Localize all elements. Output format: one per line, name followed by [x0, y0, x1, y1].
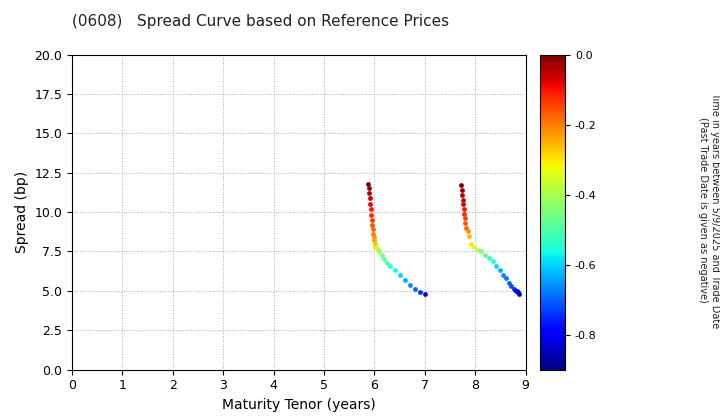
Point	[379, 256, 390, 263]
Point	[374, 248, 385, 255]
Point	[460, 224, 472, 231]
Point	[384, 262, 395, 269]
Point	[457, 201, 469, 207]
Point	[510, 287, 522, 294]
Point	[377, 251, 388, 258]
Point	[459, 210, 470, 217]
Point	[500, 275, 512, 281]
Point	[369, 243, 381, 250]
Point	[495, 267, 506, 274]
Point	[455, 182, 467, 189]
Point	[484, 255, 495, 261]
X-axis label: Maturity Tenor (years): Maturity Tenor (years)	[222, 398, 376, 412]
Point	[394, 272, 405, 278]
Point	[459, 220, 471, 226]
Point	[368, 231, 379, 238]
Point	[456, 196, 468, 203]
Point	[399, 276, 410, 283]
Point	[367, 226, 379, 233]
Point	[465, 240, 477, 247]
Point	[364, 194, 376, 201]
Point	[510, 287, 521, 294]
Point	[389, 267, 400, 274]
Point	[366, 221, 378, 228]
Point	[505, 283, 517, 289]
Point	[382, 259, 393, 266]
Point	[373, 247, 384, 253]
Point	[508, 286, 519, 293]
Point	[414, 289, 426, 296]
Point	[513, 291, 524, 297]
Point	[456, 186, 467, 193]
Point	[490, 262, 502, 269]
Point	[472, 247, 484, 253]
Point	[456, 192, 468, 198]
Text: (0608)   Spread Curve based on Reference Prices: (0608) Spread Curve based on Reference P…	[72, 14, 449, 29]
Point	[504, 280, 516, 286]
Point	[363, 185, 374, 192]
Point	[370, 243, 382, 250]
Point	[364, 190, 375, 197]
Point	[372, 245, 383, 252]
Point	[368, 234, 379, 241]
Point	[409, 286, 420, 293]
Point	[498, 272, 509, 278]
Point	[365, 205, 377, 212]
Text: Time in years between 5/9/2025 and Trade Date
(Past Trade Date is given as negat: Time in years between 5/9/2025 and Trade…	[698, 92, 720, 328]
Point	[363, 180, 374, 187]
Point	[469, 243, 480, 250]
Point	[369, 237, 380, 244]
Point	[480, 251, 491, 258]
Point	[464, 232, 475, 239]
Point	[364, 201, 376, 207]
Point	[404, 281, 415, 288]
Point	[459, 215, 470, 222]
Point	[366, 217, 377, 223]
Point	[512, 289, 523, 296]
Point	[475, 248, 487, 255]
Point	[419, 291, 431, 297]
Point	[366, 212, 377, 218]
Point	[462, 228, 474, 234]
Point	[487, 257, 498, 264]
Y-axis label: Spread (bp): Spread (bp)	[15, 171, 29, 253]
Point	[369, 240, 381, 247]
Point	[458, 205, 469, 212]
